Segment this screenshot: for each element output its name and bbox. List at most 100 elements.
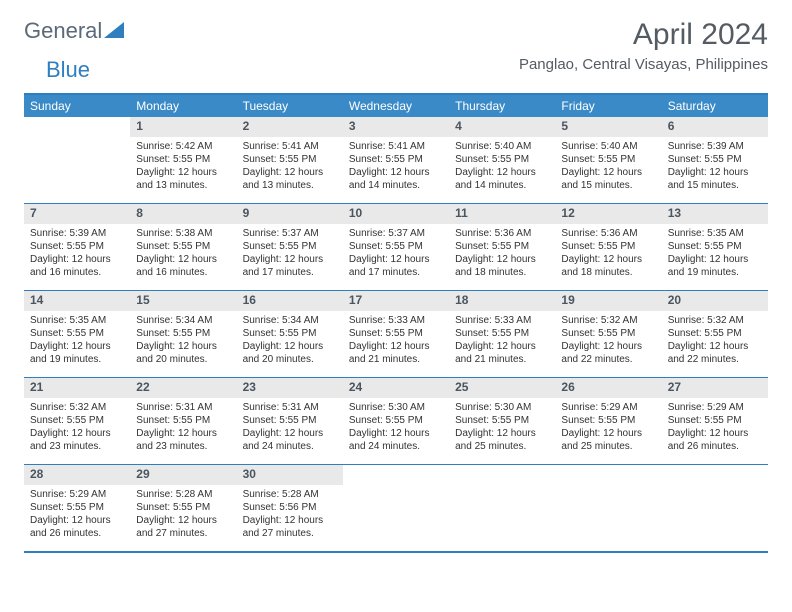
day-number: 8 <box>130 204 236 224</box>
day-d2: and 14 minutes. <box>455 179 549 192</box>
day-details: Sunrise: 5:32 AMSunset: 5:55 PMDaylight:… <box>555 311 661 372</box>
day-details: Sunrise: 5:34 AMSunset: 5:55 PMDaylight:… <box>130 311 236 372</box>
day-d1: Daylight: 12 hours <box>668 166 762 179</box>
day-d1: Daylight: 12 hours <box>561 253 655 266</box>
day-number: 25 <box>449 378 555 398</box>
day-d1: Daylight: 12 hours <box>349 253 443 266</box>
day-ss: Sunset: 5:55 PM <box>668 240 762 253</box>
day-d1: Daylight: 12 hours <box>243 514 337 527</box>
day-d2: and 13 minutes. <box>136 179 230 192</box>
day-sr: Sunrise: 5:29 AM <box>30 488 124 501</box>
day-d1: Daylight: 12 hours <box>455 166 549 179</box>
day-ss: Sunset: 5:55 PM <box>561 153 655 166</box>
day-cell: 22Sunrise: 5:31 AMSunset: 5:55 PMDayligh… <box>130 378 236 464</box>
day-number: 21 <box>24 378 130 398</box>
day-sr: Sunrise: 5:30 AM <box>349 401 443 414</box>
day-number: 4 <box>449 117 555 137</box>
day-sr: Sunrise: 5:32 AM <box>561 314 655 327</box>
dow-row: Sunday Monday Tuesday Wednesday Thursday… <box>24 95 768 117</box>
day-sr: Sunrise: 5:40 AM <box>561 140 655 153</box>
day-d1: Daylight: 12 hours <box>668 427 762 440</box>
day-number: 19 <box>555 291 661 311</box>
day-number: 5 <box>555 117 661 137</box>
day-number: 13 <box>662 204 768 224</box>
day-number: 1 <box>130 117 236 137</box>
day-number: 24 <box>343 378 449 398</box>
dow-tue: Tuesday <box>237 95 343 117</box>
day-details: Sunrise: 5:29 AMSunset: 5:55 PMDaylight:… <box>662 398 768 459</box>
day-ss: Sunset: 5:55 PM <box>455 240 549 253</box>
day-details: Sunrise: 5:35 AMSunset: 5:55 PMDaylight:… <box>24 311 130 372</box>
day-d2: and 27 minutes. <box>243 527 337 540</box>
day-number: 6 <box>662 117 768 137</box>
day-d2: and 24 minutes. <box>243 440 337 453</box>
day-d1: Daylight: 12 hours <box>30 253 124 266</box>
week-row: 21 Sunrise: 5:32 AM Sunset: 5:55 PM Dayligh… <box>24 377 768 464</box>
day-cell <box>449 465 555 551</box>
day-d2: and 22 minutes. <box>668 353 762 366</box>
day-number <box>449 465 555 483</box>
day-d1: Daylight: 12 hours <box>30 427 124 440</box>
dow-mon: Monday <box>130 95 236 117</box>
day-number <box>662 465 768 483</box>
day-d1: Daylight: 12 hours <box>668 253 762 266</box>
day-cell: 4Sunrise: 5:40 AMSunset: 5:55 PMDaylight… <box>449 117 555 203</box>
day-d2: and 16 minutes. <box>136 266 230 279</box>
day-number: 26 <box>555 378 661 398</box>
day-details: Sunrise: 5:28 AMSunset: 5:55 PMDaylight:… <box>130 485 236 546</box>
day-d2: and 15 minutes. <box>561 179 655 192</box>
day-number: 28 <box>24 465 130 485</box>
day-cell: 16Sunrise: 5:34 AMSunset: 5:55 PMDayligh… <box>237 291 343 377</box>
day-cell: 5 Sunrise: 5:40 AMSunset: 5:55 PMDaylight… <box>555 117 661 203</box>
day-d1: Daylight: 12 hours <box>136 253 230 266</box>
day-cell: 27Sunrise: 5:29 AMSunset: 5:55 PMDayligh… <box>662 378 768 464</box>
day-d2: and 18 minutes. <box>561 266 655 279</box>
day-d1: Daylight: 12 hours <box>243 253 337 266</box>
day-cell: 20Sunrise: 5:32 AMSunset: 5:55 PMDayligh… <box>662 291 768 377</box>
day-d2: and 13 minutes. <box>243 179 337 192</box>
day-ss: Sunset: 5:55 PM <box>243 153 337 166</box>
day-d1: Daylight: 12 hours <box>349 340 443 353</box>
day-sr: Sunrise: 5:32 AM <box>30 401 124 414</box>
day-ss: Sunset: 5:55 PM <box>561 240 655 253</box>
day-details: Sunrise: 5:39 AMSunset: 5:55 PMDaylight:… <box>662 137 768 198</box>
day-details: Sunrise: 5:32 AMSunset: 5:55 PMDaylight:… <box>662 311 768 372</box>
day-d1: Daylight: 12 hours <box>668 340 762 353</box>
dow-fri: Friday <box>555 95 661 117</box>
logo: General <box>24 18 124 44</box>
day-cell: 11Sunrise: 5:36 AMSunset: 5:55 PMDayligh… <box>449 204 555 290</box>
day-d1: Daylight: 12 hours <box>561 340 655 353</box>
dow-thu: Thursday <box>449 95 555 117</box>
day-d2: and 14 minutes. <box>349 179 443 192</box>
day-ss: Sunset: 5:55 PM <box>136 327 230 340</box>
day-d1: Daylight: 12 hours <box>455 253 549 266</box>
day-details: Sunrise: 5:37 AMSunset: 5:55 PMDaylight:… <box>237 224 343 285</box>
day-d1: Daylight: 12 hours <box>349 427 443 440</box>
day-sr: Sunrise: 5:35 AM <box>668 227 762 240</box>
day-d1: Daylight: 12 hours <box>561 166 655 179</box>
day-cell: 19Sunrise: 5:32 AMSunset: 5:55 PMDayligh… <box>555 291 661 377</box>
day-ss: Sunset: 5:55 PM <box>30 501 124 514</box>
day-number: 9 <box>237 204 343 224</box>
day-sr: Sunrise: 5:42 AM <box>136 140 230 153</box>
day-details: Sunrise: 5:36 AMSunset: 5:55 PMDaylight:… <box>555 224 661 285</box>
day-ss: Sunset: 5:55 PM <box>349 153 443 166</box>
day-ss: Sunset: 5:55 PM <box>455 414 549 427</box>
day-ss: Sunset: 5:56 PM <box>243 501 337 514</box>
day-cell: 2Sunrise: 5:41 AMSunset: 5:55 PMDaylight… <box>237 117 343 203</box>
day-d1: Daylight: 12 hours <box>136 340 230 353</box>
day-cell: 3Sunrise: 5:41 AMSunset: 5:55 PMDaylight… <box>343 117 449 203</box>
day-number: 10 <box>343 204 449 224</box>
day-cell: 23Sunrise: 5:31 AMSunset: 5:55 PMDayligh… <box>237 378 343 464</box>
day-sr: Sunrise: 5:39 AM <box>30 227 124 240</box>
day-ss: Sunset: 5:55 PM <box>136 414 230 427</box>
day-ss: Sunset: 5:55 PM <box>668 153 762 166</box>
day-cell <box>24 117 130 203</box>
day-number: 14 <box>24 291 130 311</box>
day-details: Sunrise: 5:28 AMSunset: 5:56 PMDaylight:… <box>237 485 343 546</box>
day-ss: Sunset: 5:55 PM <box>349 327 443 340</box>
day-ss: Sunset: 5:55 PM <box>455 153 549 166</box>
day-sr: Sunrise: 5:36 AM <box>561 227 655 240</box>
day-details: Sunrise: 5:36 AMSunset: 5:55 PMDaylight:… <box>449 224 555 285</box>
day-d1: Daylight: 12 hours <box>30 340 124 353</box>
